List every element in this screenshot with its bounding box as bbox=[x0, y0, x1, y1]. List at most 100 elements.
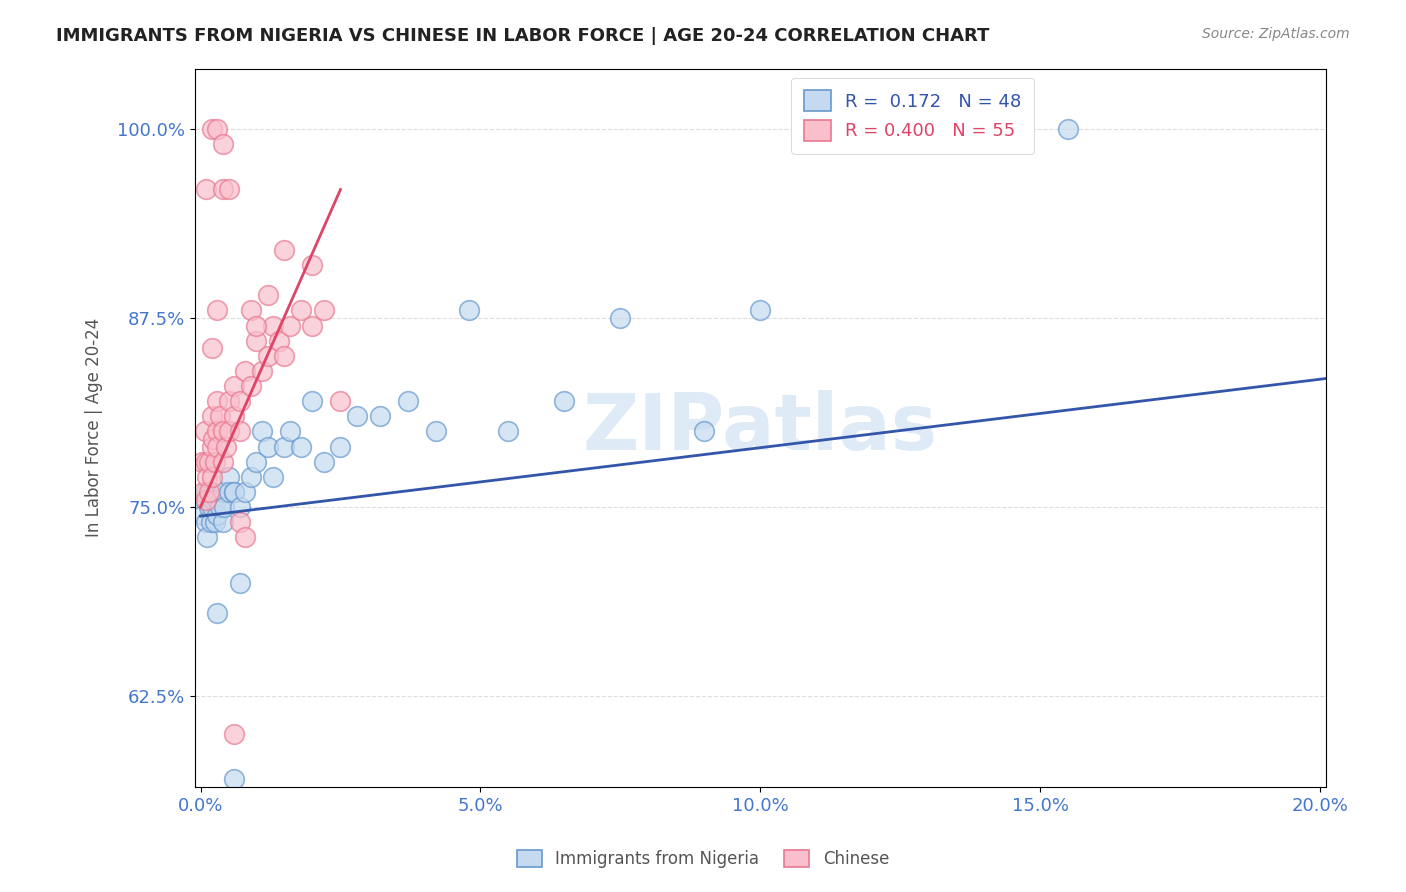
Point bbox=[301, 394, 323, 409]
Point bbox=[290, 440, 312, 454]
Point bbox=[301, 318, 323, 333]
Point bbox=[212, 485, 235, 500]
Point bbox=[239, 379, 262, 393]
Point bbox=[262, 318, 284, 333]
Point bbox=[245, 334, 267, 348]
Point bbox=[200, 515, 222, 529]
Point bbox=[201, 122, 224, 136]
Point bbox=[212, 182, 235, 196]
Point bbox=[218, 425, 240, 439]
Point bbox=[207, 606, 229, 620]
Point bbox=[224, 379, 246, 393]
Point bbox=[228, 394, 250, 409]
Point bbox=[224, 727, 246, 741]
Point bbox=[193, 508, 215, 522]
Point bbox=[458, 303, 481, 318]
Legend: Immigrants from Nigeria, Chinese: Immigrants from Nigeria, Chinese bbox=[510, 843, 896, 875]
Point bbox=[224, 485, 246, 500]
Point bbox=[194, 492, 217, 507]
Point bbox=[195, 485, 218, 500]
Point bbox=[346, 409, 368, 424]
Point bbox=[207, 492, 229, 507]
Point bbox=[207, 394, 229, 409]
Point bbox=[239, 470, 262, 484]
Point bbox=[201, 485, 224, 500]
Point bbox=[245, 455, 267, 469]
Point bbox=[194, 425, 217, 439]
Point bbox=[212, 137, 235, 152]
Point bbox=[224, 772, 246, 787]
Point bbox=[207, 440, 229, 454]
Point bbox=[218, 485, 240, 500]
Point bbox=[207, 122, 229, 136]
Point bbox=[273, 243, 295, 257]
Point bbox=[212, 515, 235, 529]
Point bbox=[195, 182, 218, 196]
Point bbox=[195, 515, 218, 529]
Point bbox=[212, 455, 235, 469]
Point bbox=[198, 500, 221, 514]
Point bbox=[218, 394, 240, 409]
Point bbox=[312, 455, 335, 469]
Point bbox=[193, 485, 215, 500]
Point bbox=[256, 288, 278, 302]
Point bbox=[209, 409, 232, 424]
Point bbox=[201, 432, 224, 446]
Point bbox=[224, 409, 246, 424]
Point bbox=[278, 318, 301, 333]
Point bbox=[228, 500, 250, 514]
Y-axis label: In Labor Force | Age 20-24: In Labor Force | Age 20-24 bbox=[86, 318, 103, 537]
Legend: R =  0.172   N = 48, R = 0.400   N = 55: R = 0.172 N = 48, R = 0.400 N = 55 bbox=[792, 78, 1033, 153]
Point bbox=[262, 470, 284, 484]
Point bbox=[245, 318, 267, 333]
Point bbox=[201, 470, 224, 484]
Text: IMMIGRANTS FROM NIGERIA VS CHINESE IN LABOR FORCE | AGE 20-24 CORRELATION CHART: IMMIGRANTS FROM NIGERIA VS CHINESE IN LA… bbox=[56, 27, 990, 45]
Text: Source: ZipAtlas.com: Source: ZipAtlas.com bbox=[1202, 27, 1350, 41]
Point bbox=[191, 455, 214, 469]
Point bbox=[256, 440, 278, 454]
Point bbox=[195, 470, 218, 484]
Point bbox=[218, 182, 240, 196]
Point bbox=[278, 425, 301, 439]
Point bbox=[204, 455, 226, 469]
Point bbox=[212, 500, 235, 514]
Point bbox=[201, 341, 224, 355]
Point bbox=[207, 425, 229, 439]
Point bbox=[290, 303, 312, 318]
Point bbox=[250, 425, 273, 439]
Point bbox=[228, 575, 250, 590]
Point bbox=[201, 492, 224, 507]
Point bbox=[368, 409, 391, 424]
Point bbox=[209, 500, 232, 514]
Point bbox=[396, 394, 419, 409]
Point bbox=[224, 485, 246, 500]
Point bbox=[256, 349, 278, 363]
Point bbox=[228, 425, 250, 439]
Point bbox=[233, 485, 256, 500]
Point bbox=[218, 470, 240, 484]
Point bbox=[195, 530, 218, 544]
Point bbox=[498, 425, 520, 439]
Point bbox=[204, 515, 226, 529]
Point bbox=[329, 394, 352, 409]
Point bbox=[207, 508, 229, 522]
Point bbox=[207, 303, 229, 318]
Point bbox=[693, 425, 716, 439]
Point bbox=[273, 349, 295, 363]
Point bbox=[201, 440, 224, 454]
Text: ZIPatlas: ZIPatlas bbox=[583, 390, 938, 466]
Point bbox=[212, 425, 235, 439]
Point bbox=[195, 455, 218, 469]
Point bbox=[273, 440, 295, 454]
Point bbox=[250, 364, 273, 378]
Point bbox=[198, 455, 221, 469]
Point bbox=[301, 258, 323, 272]
Point bbox=[312, 303, 335, 318]
Point bbox=[1057, 122, 1080, 136]
Point bbox=[329, 440, 352, 454]
Point bbox=[553, 394, 575, 409]
Point bbox=[228, 515, 250, 529]
Point bbox=[233, 364, 256, 378]
Point bbox=[215, 440, 238, 454]
Point bbox=[749, 303, 772, 318]
